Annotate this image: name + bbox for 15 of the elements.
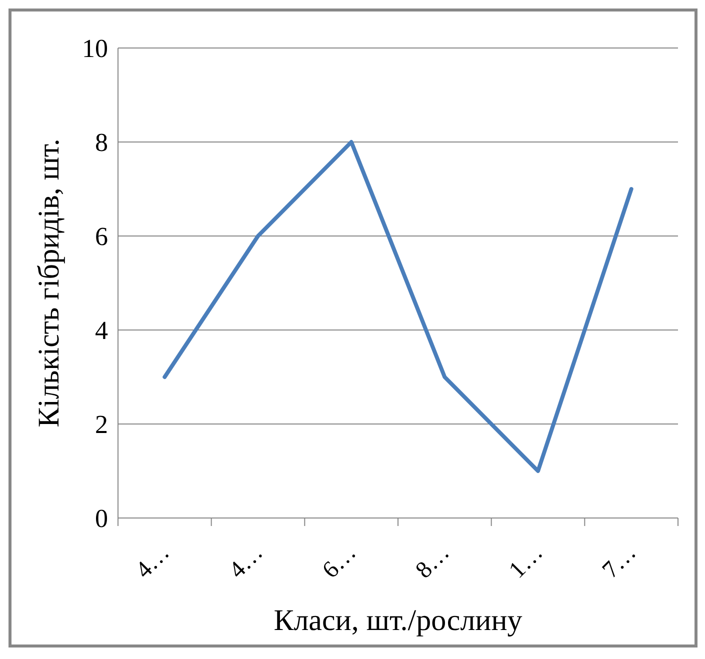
x-tick-label: 1… [504, 540, 548, 584]
y-tick-label: 4 [95, 316, 108, 346]
x-axis-title: Класи, шт./рослину [274, 604, 522, 637]
y-tick-label: 10 [82, 34, 108, 64]
x-tick-label: 8… [411, 540, 455, 584]
y-axis-title: Кількість гібридів, шт. [32, 138, 66, 428]
y-tick-label: 8 [95, 128, 108, 158]
x-tick-label: 6… [318, 540, 362, 584]
y-tick-label: 2 [95, 410, 108, 440]
x-tick-label: 7… [598, 540, 642, 584]
y-tick-label: 6 [95, 222, 108, 252]
line-series [162, 140, 634, 473]
x-tick-label: 4… [131, 540, 175, 584]
y-tick-label: 0 [95, 504, 108, 534]
x-tick-label: 4… [224, 540, 268, 584]
